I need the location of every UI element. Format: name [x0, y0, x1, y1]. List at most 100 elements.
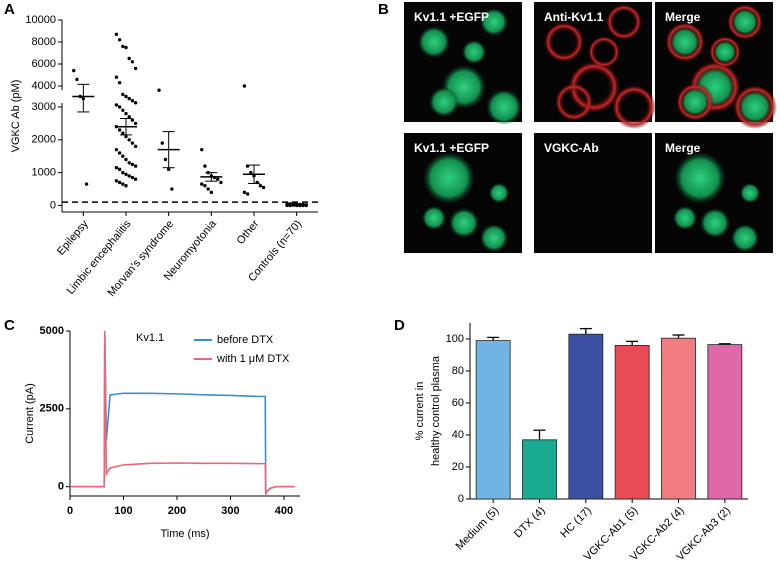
- y-tick-label: 5000: [40, 325, 64, 337]
- y-axis-label: VGKC Ab (pM): [10, 80, 22, 153]
- tile-label: Merge: [665, 10, 701, 24]
- panel-label: C: [4, 317, 15, 334]
- x-tick-label: HC (17): [558, 505, 594, 541]
- data-point: [133, 164, 138, 168]
- y-tick-label: 2500: [40, 403, 64, 415]
- cell-membrane: [555, 83, 593, 121]
- tile-label: Anti-Kv1.1: [544, 10, 604, 24]
- cell: [489, 183, 509, 203]
- data-point: [121, 170, 125, 175]
- y-tick-label: 60: [452, 397, 464, 409]
- x-tick-label: Other: [235, 218, 262, 247]
- bar: [707, 344, 743, 500]
- cell: [674, 152, 726, 204]
- data-point: [203, 164, 207, 168]
- data-point: [200, 147, 204, 152]
- data-point: [245, 192, 250, 196]
- y-tick-label: 3000: [32, 101, 56, 113]
- data-point: [117, 38, 122, 42]
- cell: [486, 89, 522, 125]
- data-point: [121, 182, 125, 186]
- data-point: [219, 180, 223, 185]
- cell-membrane: [606, 4, 642, 40]
- x-tick-label: 100: [114, 505, 132, 517]
- cell: [418, 26, 450, 58]
- y-tick-label: 80: [452, 365, 464, 377]
- bar: [661, 337, 696, 500]
- y-tick-label: 100: [446, 333, 464, 345]
- data-point: [133, 66, 138, 71]
- image-tile: Anti-Kv1.1: [534, 2, 656, 129]
- cell-membrane: [733, 85, 777, 129]
- cell: [449, 208, 479, 238]
- data-point: [121, 154, 125, 158]
- y-tick-label: 10000: [25, 14, 56, 26]
- y-tick-label: 0: [50, 199, 56, 211]
- cell-membrane: [612, 85, 656, 129]
- y-tick-label: 6000: [32, 58, 56, 70]
- data-point: [124, 94, 128, 99]
- data-point: [114, 75, 119, 79]
- data-point: [114, 166, 119, 170]
- cell: [429, 87, 459, 117]
- y-axis-label: healthy control plasma: [430, 355, 442, 466]
- image-tile: Merge: [655, 133, 773, 253]
- cell-membrane: [665, 22, 705, 62]
- legend-label: before DTX: [217, 334, 274, 346]
- error-bar: [533, 429, 546, 440]
- y-tick-label: 20: [452, 461, 464, 473]
- data-point: [160, 141, 164, 145]
- cell: [480, 8, 508, 36]
- cell: [740, 183, 760, 203]
- data-point: [261, 185, 266, 190]
- data-point: [200, 182, 204, 186]
- cell-membrane: [544, 22, 584, 62]
- image-tile: Kv1.1 +EGFP: [404, 133, 522, 253]
- data-point: [117, 151, 122, 155]
- cell: [480, 224, 508, 252]
- x-tick-label: 400: [275, 505, 293, 517]
- tile-label: Kv1.1 +EGFP: [414, 10, 489, 24]
- data-point: [114, 32, 119, 36]
- y-tick-label: 4000: [32, 80, 56, 92]
- error-bar: [672, 334, 685, 339]
- data-point: [170, 187, 174, 191]
- data-point: [124, 134, 128, 139]
- data-point: [133, 144, 138, 149]
- error-bar: [162, 131, 175, 169]
- data-point: [114, 179, 119, 183]
- data-point: [121, 92, 125, 97]
- data-point: [121, 44, 125, 49]
- tile-label: Merge: [665, 141, 701, 155]
- y-tick-label: 2000: [32, 134, 56, 146]
- data-point: [127, 115, 131, 119]
- data-point: [130, 60, 135, 64]
- data-point: [124, 45, 128, 50]
- data-point: [117, 167, 122, 172]
- data-point: [124, 184, 128, 188]
- data-point: [75, 77, 79, 82]
- annotation: Kv1.1: [136, 332, 164, 344]
- bar: [614, 344, 650, 500]
- data-point: [166, 167, 171, 172]
- y-tick-label: 0: [458, 493, 464, 505]
- y-tick-label: 40: [452, 429, 464, 441]
- data-point: [124, 111, 128, 116]
- data-point: [127, 138, 131, 142]
- data-point: [133, 101, 138, 105]
- data-point: [127, 174, 131, 178]
- data-point: [130, 118, 135, 122]
- panel-label: D: [394, 317, 405, 334]
- error-bar: [248, 164, 260, 184]
- x-tick-label: Epilepsy: [55, 218, 91, 258]
- cell: [423, 152, 475, 204]
- image-tile: Merge: [655, 2, 777, 129]
- data-point: [124, 157, 128, 162]
- y-axis-label: % current in: [414, 382, 426, 441]
- x-tick-label: 200: [168, 505, 186, 517]
- data-point: [130, 162, 135, 167]
- data-point: [258, 184, 263, 188]
- data-point: [249, 170, 253, 175]
- error-bar: [579, 327, 592, 335]
